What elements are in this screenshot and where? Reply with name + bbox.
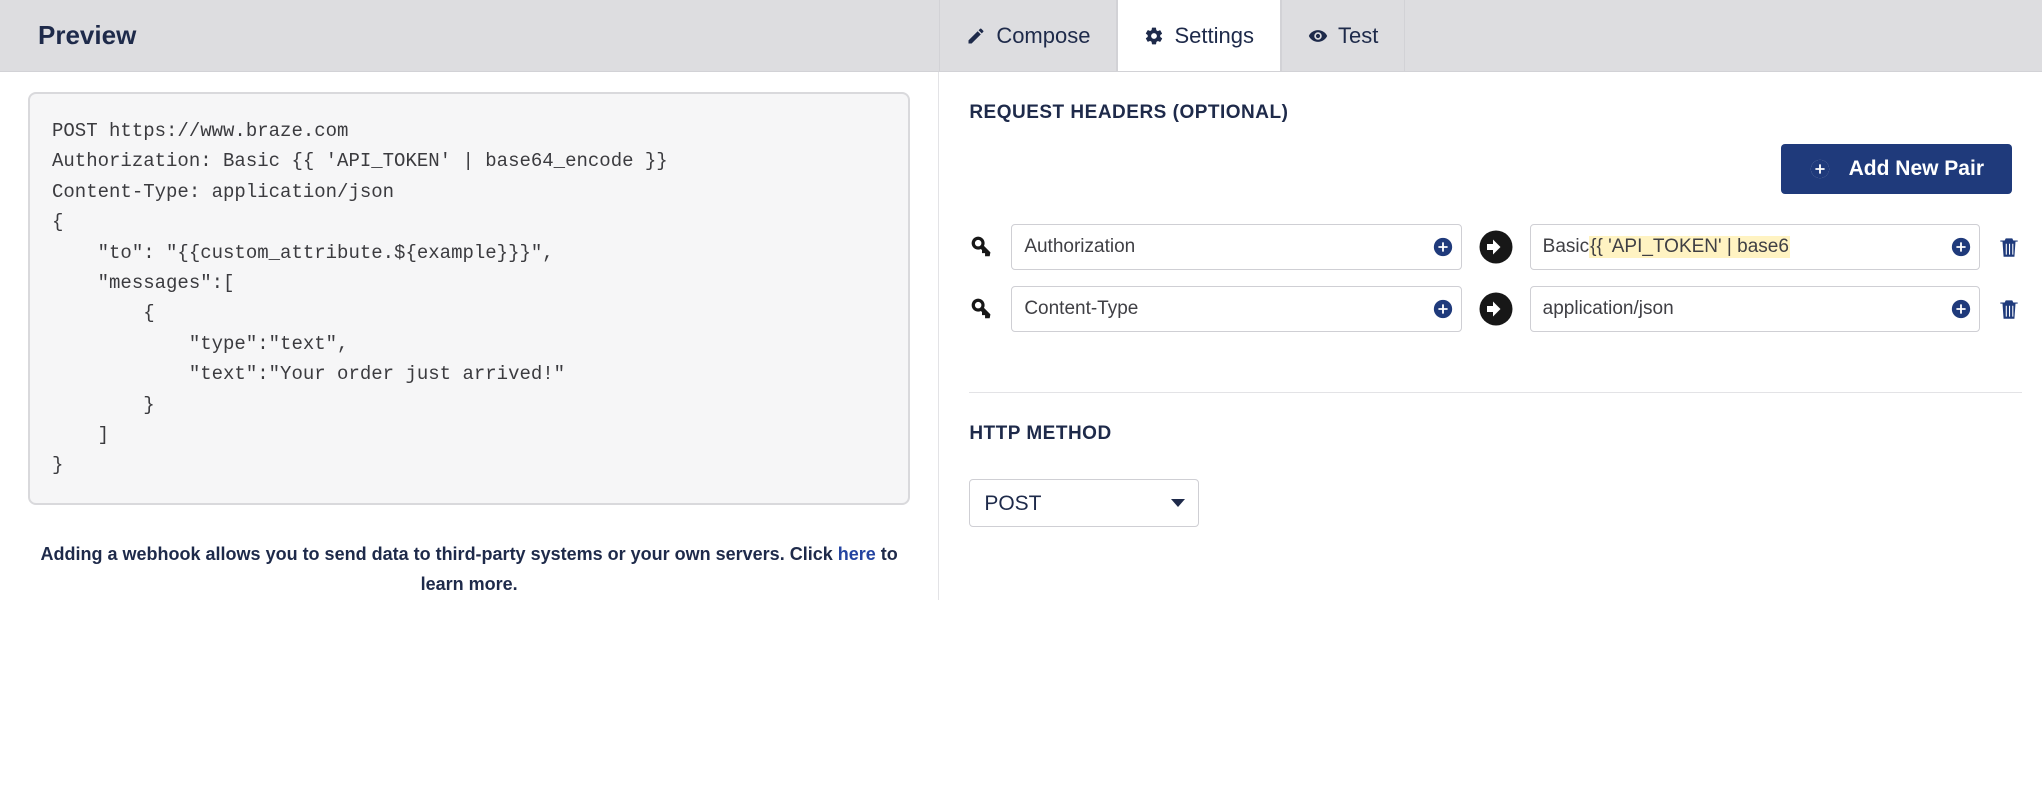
header-value-liquid: {{ 'API_TOKEN' | base6	[1589, 236, 1790, 258]
request-preview: POST https://www.braze.com Authorization…	[28, 92, 910, 505]
http-method-select-wrap: POST	[969, 479, 1199, 527]
http-method-section: HTTP METHOD POST	[969, 392, 2022, 527]
help-link[interactable]: here	[838, 544, 876, 564]
topbar-left: Preview	[0, 0, 939, 71]
plus-circle-icon[interactable]	[1950, 298, 1972, 320]
plus-circle-icon	[1809, 158, 1831, 180]
tab-settings[interactable]: Settings	[1117, 0, 1281, 71]
header-value-prefix: Basic	[1543, 236, 1589, 258]
key-icon	[969, 296, 995, 322]
plus-circle-icon[interactable]	[1432, 298, 1454, 320]
add-pair-row: Add New Pair	[969, 144, 2022, 194]
add-new-pair-label: Add New Pair	[1849, 157, 1984, 181]
eye-icon	[1308, 26, 1328, 46]
plus-circle-icon[interactable]	[1950, 236, 1972, 258]
gear-icon	[1144, 26, 1164, 46]
tab-compose-label: Compose	[996, 23, 1090, 49]
main: POST https://www.braze.com Authorization…	[0, 72, 2042, 600]
header-value-display[interactable]: Basic {{ 'API_TOKEN' | base6	[1530, 224, 1980, 270]
trash-icon[interactable]	[1996, 294, 2022, 324]
tab-test[interactable]: Test	[1281, 0, 1405, 71]
topbar: Preview Compose Settings Test	[0, 0, 2042, 72]
header-key-input[interactable]	[1011, 286, 1461, 332]
header-value-input[interactable]	[1530, 286, 1980, 332]
header-key-input[interactable]	[1011, 224, 1461, 270]
preview-pane: POST https://www.braze.com Authorization…	[0, 72, 939, 600]
settings-pane: REQUEST HEADERS (OPTIONAL) Add New Pair …	[939, 72, 2042, 600]
arrow-right-circle-icon	[1478, 229, 1514, 265]
header-key-wrap	[1011, 286, 1461, 332]
header-row: Basic {{ 'API_TOKEN' | base6	[969, 224, 2022, 270]
page-title: Preview	[38, 20, 136, 51]
header-row	[969, 286, 2022, 332]
tab-settings-label: Settings	[1174, 23, 1254, 49]
key-icon	[969, 234, 995, 260]
help-text: Adding a webhook allows you to send data…	[28, 539, 910, 600]
header-rows: Basic {{ 'API_TOKEN' | base6	[969, 224, 2022, 332]
help-text-pre: Adding a webhook allows you to send data…	[41, 544, 838, 564]
trash-icon[interactable]	[1996, 232, 2022, 262]
header-key-wrap	[1011, 224, 1461, 270]
tab-test-label: Test	[1338, 23, 1378, 49]
tab-compose[interactable]: Compose	[939, 0, 1117, 71]
tab-list: Compose Settings Test	[939, 0, 1405, 71]
pencil-icon	[966, 26, 986, 46]
request-headers-label: REQUEST HEADERS (OPTIONAL)	[969, 102, 2022, 124]
header-value-wrap	[1530, 286, 1980, 332]
http-method-label: HTTP METHOD	[969, 423, 2022, 445]
arrow-right-circle-icon	[1478, 291, 1514, 327]
http-method-select[interactable]: POST	[969, 479, 1199, 527]
header-value-wrap: Basic {{ 'API_TOKEN' | base6	[1530, 224, 1980, 270]
plus-circle-icon[interactable]	[1432, 236, 1454, 258]
add-new-pair-button[interactable]: Add New Pair	[1781, 144, 2012, 194]
